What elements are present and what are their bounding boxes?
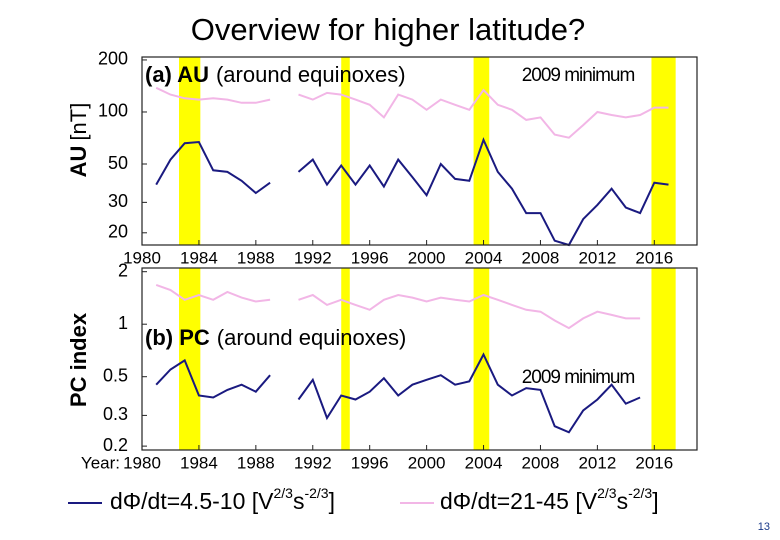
x-tick-label: 1984	[180, 453, 218, 472]
x-tick-label: 1996	[351, 453, 389, 472]
x-tick-label: 2008	[522, 248, 560, 267]
x-tick-label: 2000	[408, 248, 446, 267]
plot-background	[142, 268, 697, 450]
legend-label: dΦ/dt=4.5-10 [V2/3s-2/3]	[110, 485, 335, 514]
series-line	[297, 352, 641, 434]
x-tick-label: 1988	[237, 453, 275, 472]
x-tick-label: 1980	[123, 453, 161, 472]
x-tick-label: 1980	[123, 248, 161, 267]
highlight-band	[651, 268, 676, 450]
annotation-bold: (a) AU	[145, 62, 209, 87]
x-tick-label: 2012	[578, 248, 616, 267]
plot-frame	[141, 267, 698, 451]
y-tick-label: 100	[98, 101, 128, 121]
legend-text: s	[293, 488, 305, 514]
legend-superscript: 2/3	[597, 485, 617, 501]
x-tick-label: 2000	[408, 453, 446, 472]
y-axis-label-unit: [nT]	[66, 103, 91, 141]
callout: 2009 minimum	[522, 367, 635, 388]
series-line	[297, 137, 669, 247]
highlight-band	[179, 57, 201, 245]
x-tick-label: 1992	[294, 248, 332, 267]
y-tick-label: 20	[108, 222, 128, 242]
y-tick-label: 0.5	[103, 365, 128, 385]
annotation-text: (around equinoxes)	[216, 62, 406, 87]
plot-background	[142, 57, 697, 245]
series-line	[155, 358, 271, 399]
callout: 2009 minimum	[522, 65, 635, 86]
y-axis-label-bold: PC index	[66, 312, 91, 407]
y-tick-label: 30	[108, 191, 128, 211]
y-tick-label: 50	[108, 153, 128, 173]
series-line	[155, 140, 271, 195]
y-axis-label: AU [nT]	[66, 103, 91, 178]
x-tick-label: 1992	[294, 453, 332, 472]
legend-text: ]	[652, 488, 658, 514]
x-tick-label: 2008	[522, 453, 560, 472]
x-tick-label: 2004	[465, 453, 503, 472]
legend-superscript: -2/3	[628, 485, 652, 501]
highlight-band	[341, 268, 350, 450]
annotation-text: (around equinoxes)	[217, 325, 407, 350]
legend-text: ]	[329, 488, 335, 514]
x-tick-label: 2016	[635, 453, 673, 472]
y-axis-label: PC index	[66, 312, 91, 407]
y-axis-label-bold: AU	[66, 146, 91, 178]
x-axis-label: Year:	[81, 453, 120, 472]
legend-text: dΦ/dt=21-45 [V	[440, 488, 598, 514]
series-line	[155, 86, 271, 104]
x-tick-label: 1996	[351, 248, 389, 267]
highlight-band	[651, 57, 676, 245]
slide-title: Overview for higher latitude?	[191, 12, 586, 47]
y-tick-label: 200	[98, 49, 128, 69]
annotation-bold: (b) PC	[145, 325, 210, 350]
plot-frame	[141, 56, 698, 246]
slide-number: 13	[758, 521, 770, 533]
x-tick-label: 2012	[578, 453, 616, 472]
annotation: (a) AU (around equinoxes)	[145, 62, 406, 87]
y-tick-label: 2	[118, 260, 128, 280]
annotation: (b) PC (around equinoxes)	[145, 325, 406, 350]
legend-superscript: -2/3	[304, 485, 328, 501]
series-line	[298, 88, 669, 139]
legend-text: s	[617, 488, 629, 514]
legend-superscript: 2/3	[273, 485, 293, 501]
y-tick-label: 0.2	[103, 435, 128, 455]
x-tick-label: 2004	[465, 248, 503, 267]
highlight-band	[179, 268, 201, 450]
series-line	[298, 293, 641, 330]
x-tick-label: 1988	[237, 248, 275, 267]
x-tick-label: 2016	[635, 248, 673, 267]
y-tick-label: 0.3	[103, 404, 128, 424]
legend-label: dΦ/dt=21-45 [V2/3s-2/3]	[440, 485, 659, 514]
y-tick-label: 1	[118, 313, 128, 333]
legend-text: dΦ/dt=4.5-10 [V	[110, 488, 274, 514]
series-line	[155, 283, 271, 303]
highlight-band	[473, 57, 490, 245]
x-tick-label: 1984	[180, 248, 218, 267]
highlight-band	[341, 57, 350, 245]
